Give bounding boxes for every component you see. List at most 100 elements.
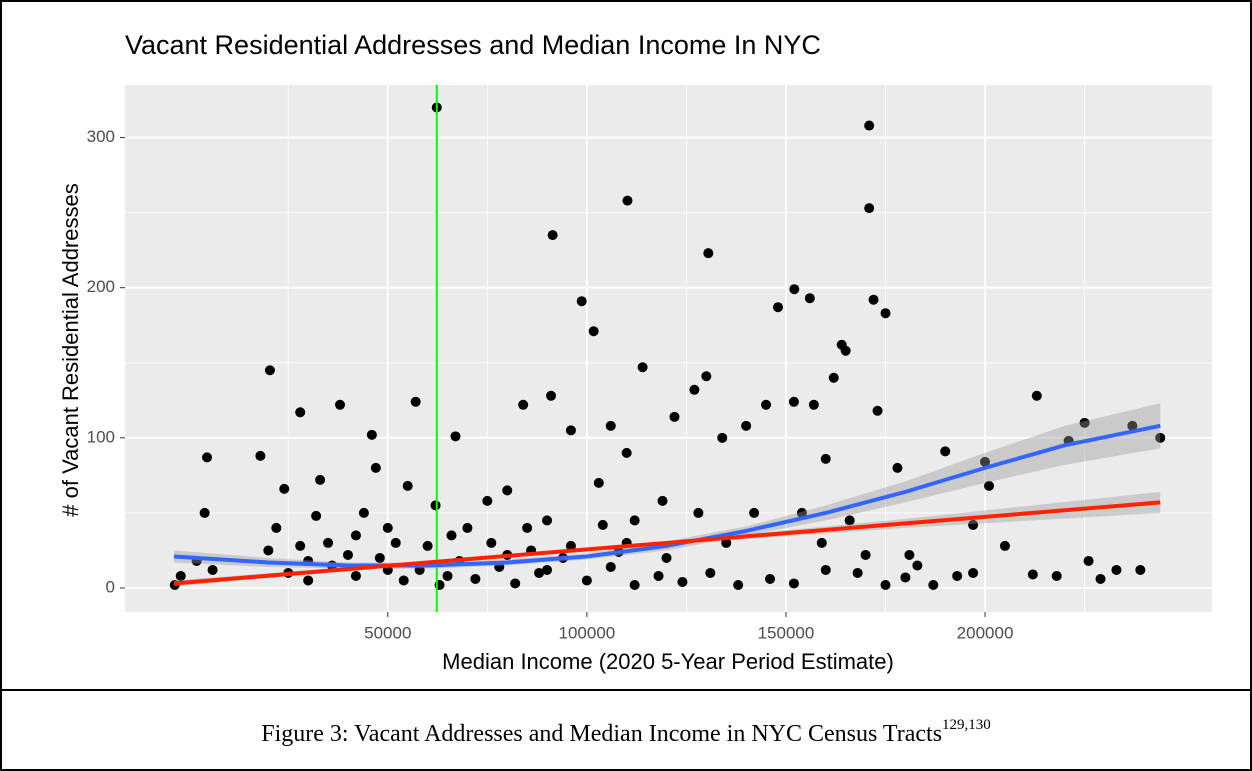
point: [852, 567, 863, 578]
point: [629, 579, 640, 590]
point: [547, 230, 558, 241]
y-tick-label: 200: [87, 277, 115, 296]
point: [450, 431, 461, 442]
point: [335, 399, 346, 410]
point: [295, 407, 306, 418]
x-tick-label: 100000: [559, 623, 616, 642]
point: [207, 564, 218, 575]
point: [374, 552, 385, 563]
point: [840, 345, 851, 356]
point: [980, 456, 991, 467]
point: [264, 365, 275, 376]
point: [576, 296, 587, 307]
point: [860, 549, 871, 560]
point: [263, 545, 274, 556]
point: [1079, 417, 1090, 428]
point: [788, 396, 799, 407]
point: [462, 522, 473, 533]
point: [271, 522, 282, 533]
point: [844, 515, 855, 526]
point: [358, 507, 369, 518]
point: [657, 495, 668, 506]
point: [804, 293, 815, 304]
point: [370, 462, 381, 473]
point: [402, 480, 413, 491]
x-axis-label: Median Income (2020 5-Year Period Estima…: [442, 649, 894, 674]
point: [1027, 569, 1038, 580]
point: [522, 522, 533, 533]
point: [912, 560, 923, 571]
point: [518, 399, 529, 410]
point: [482, 495, 493, 506]
point: [703, 248, 714, 259]
point: [323, 537, 334, 548]
point: [546, 390, 557, 401]
point: [510, 578, 521, 589]
point: [820, 453, 831, 464]
point: [940, 446, 951, 457]
point: [502, 485, 513, 496]
point: [295, 540, 306, 551]
point: [410, 396, 421, 407]
point: [534, 567, 545, 578]
point: [398, 575, 409, 586]
point: [1135, 564, 1146, 575]
point: [968, 519, 979, 530]
point: [565, 425, 576, 436]
y-tick-label: 100: [87, 427, 115, 446]
point: [303, 575, 314, 586]
point: [1051, 570, 1062, 581]
point: [872, 405, 883, 416]
point: [597, 519, 608, 530]
fit-line: [173, 500, 1161, 586]
point: [892, 462, 903, 473]
point: [816, 537, 827, 548]
point: [350, 570, 361, 581]
point: [605, 561, 616, 572]
point: [637, 362, 648, 373]
confidence-band: [173, 403, 1161, 569]
point: [382, 522, 393, 533]
point: [904, 549, 915, 560]
point: [808, 399, 819, 410]
point: [661, 552, 672, 563]
point: [390, 537, 401, 548]
point: [446, 530, 457, 541]
point: [968, 567, 979, 578]
point: [749, 507, 760, 518]
point: [486, 537, 497, 548]
point: [255, 450, 266, 461]
point: [605, 420, 616, 431]
point: [542, 515, 553, 526]
point: [677, 576, 688, 587]
point: [741, 420, 752, 431]
point: [669, 411, 680, 422]
point: [1083, 555, 1094, 566]
caption-text: Figure 3: Vacant Addresses and Median In…: [261, 721, 942, 747]
point: [1127, 420, 1138, 431]
point: [772, 302, 783, 313]
point: [622, 195, 633, 206]
point: [880, 308, 891, 319]
point: [653, 570, 664, 581]
point: [581, 575, 592, 586]
point: [311, 510, 322, 521]
point: [765, 573, 776, 584]
point: [565, 540, 576, 551]
caption-refs: 129,130: [942, 717, 991, 733]
x-tick-label: 50000: [364, 623, 411, 642]
point: [788, 578, 799, 589]
x-tick-label: 150000: [758, 623, 815, 642]
point: [693, 507, 704, 518]
point: [470, 573, 481, 584]
point: [279, 483, 290, 494]
point: [868, 294, 879, 305]
y-tick-label: 300: [87, 127, 115, 146]
point: [999, 540, 1010, 551]
plot-background: [125, 85, 1212, 612]
point: [864, 203, 875, 214]
point: [689, 384, 700, 395]
point: [880, 579, 891, 590]
plot: [125, 85, 1212, 612]
point: [701, 371, 712, 382]
